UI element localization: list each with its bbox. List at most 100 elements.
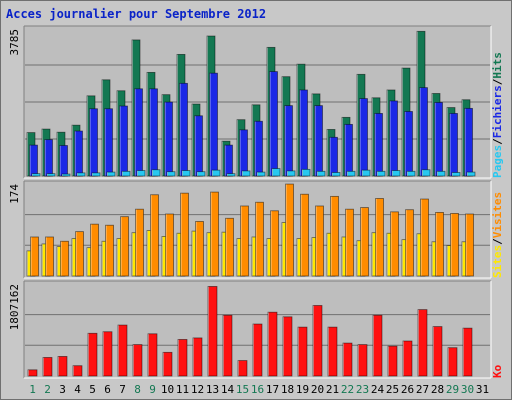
- bar-pages-10-fill: [167, 171, 175, 176]
- bar-kbytes-24-fill: [373, 315, 382, 376]
- bar-visits-1-edge: [30, 236, 39, 277]
- bar-visits-29-edge: [450, 213, 459, 277]
- bar-pages-13: [211, 169, 221, 177]
- bar-files-12: [194, 115, 203, 177]
- day-label-27: 27: [416, 383, 429, 396]
- bar-pages-10: [166, 171, 176, 177]
- legend-item-visits-sites-1: /: [491, 238, 504, 245]
- bar-files-7: [119, 105, 128, 177]
- bar-files-22-fill: [344, 124, 353, 176]
- bar-visits-19: [300, 193, 309, 277]
- bar-visits-6-edge: [105, 224, 114, 277]
- bar-visits-16: [255, 201, 264, 277]
- bar-visits-2: [45, 236, 54, 277]
- bar-visits-1: [30, 236, 39, 277]
- bar-visits-5: [90, 223, 99, 277]
- bar-visits-9: [150, 194, 159, 277]
- bar-kbytes-24-edge: [372, 314, 383, 377]
- bar-pages-28: [436, 170, 446, 177]
- ymax-label-kbytes: 1807162: [8, 284, 21, 330]
- bar-files-20-fill: [314, 105, 323, 176]
- bar-pages-15-edge: [241, 170, 251, 177]
- bar-kbytes-24: [372, 314, 383, 377]
- bar-kbytes-2-edge: [42, 357, 53, 377]
- bar-pages-18-edge: [286, 170, 296, 177]
- bar-visits-12-edge: [195, 221, 204, 277]
- bar-kbytes-26: [402, 340, 413, 377]
- day-label-28: 28: [431, 383, 444, 396]
- bar-files-21-fill: [329, 137, 338, 176]
- bar-pages-2: [46, 173, 56, 177]
- bar-kbytes-9-edge: [147, 333, 158, 377]
- bar-kbytes-29: [447, 347, 458, 377]
- bar-kbytes-26-fill: [403, 341, 412, 376]
- bar-files-20: [314, 105, 323, 177]
- legend-kbytes: Ko: [491, 364, 504, 378]
- day-label-13: 13: [206, 383, 219, 396]
- bar-files-3: [59, 145, 68, 177]
- bar-pages-16-fill: [257, 172, 265, 176]
- bar-kbytes-6: [102, 331, 113, 377]
- bar-kbytes-22-fill: [343, 343, 352, 376]
- day-label-19: 19: [296, 383, 309, 396]
- bar-visits-10-fill: [165, 214, 174, 276]
- bar-kbytes-15-fill: [238, 360, 247, 376]
- bar-files-6: [104, 108, 113, 177]
- bar-kbytes-14-edge: [222, 314, 233, 377]
- bar-kbytes-4-edge: [72, 365, 83, 377]
- bar-pages-1: [31, 173, 41, 177]
- bar-files-26-fill: [404, 111, 413, 176]
- day-label-17: 17: [266, 383, 279, 396]
- legend-item-hits-files-pages-4: Hits: [491, 52, 504, 79]
- bar-files-28-fill: [434, 102, 443, 176]
- bar-kbytes-27: [417, 309, 428, 377]
- bar-pages-14-fill: [227, 173, 235, 176]
- bar-visits-14-edge: [225, 217, 234, 277]
- bar-visits-14-fill: [225, 218, 234, 276]
- bar-kbytes-13: [207, 286, 218, 377]
- bar-kbytes-11-fill: [178, 339, 187, 376]
- bar-kbytes-20: [312, 305, 323, 377]
- bar-pages-15-fill: [242, 170, 250, 176]
- bar-kbytes-21-fill: [328, 327, 337, 376]
- bar-files-3-fill: [59, 145, 68, 176]
- bar-pages-1-edge: [31, 173, 41, 177]
- bar-visits-2-fill: [45, 236, 54, 276]
- bar-kbytes-27-edge: [417, 309, 428, 377]
- bar-files-4-fill: [74, 131, 83, 176]
- bar-pages-2-fill: [47, 173, 55, 176]
- bar-visits-21: [330, 195, 339, 277]
- day-label-18: 18: [281, 383, 294, 396]
- bar-visits-13: [210, 191, 219, 277]
- ymax-label-visits-sites: 174: [8, 184, 21, 204]
- bar-visits-28: [435, 211, 444, 277]
- bar-kbytes-18: [282, 316, 293, 377]
- bar-visits-12-fill: [195, 221, 204, 276]
- bar-files-19-fill: [299, 89, 308, 176]
- bar-visits-4-fill: [75, 231, 84, 276]
- bar-pages-29-edge: [451, 172, 461, 177]
- bar-pages-27-edge: [421, 169, 431, 177]
- bar-pages-29: [451, 172, 461, 177]
- bar-pages-13-fill: [212, 170, 220, 176]
- bar-kbytes-19-fill: [298, 327, 307, 376]
- bar-visits-25-edge: [390, 211, 399, 277]
- bar-files-9: [149, 88, 158, 177]
- bar-pages-19-edge: [301, 168, 311, 177]
- bar-pages-21: [331, 172, 341, 177]
- bar-kbytes-20-edge: [312, 305, 323, 377]
- bar-pages-22: [346, 170, 356, 177]
- bar-pages-25-fill: [392, 170, 400, 176]
- bar-pages-18: [286, 170, 296, 177]
- bar-kbytes-3: [57, 356, 68, 377]
- bar-files-29-fill: [449, 113, 458, 176]
- bar-kbytes-10-edge: [162, 351, 173, 377]
- bar-pages-12-edge: [196, 171, 206, 177]
- bar-visits-17: [270, 210, 279, 277]
- bar-pages-8: [136, 170, 146, 177]
- bar-visits-7-fill: [120, 216, 129, 276]
- bar-pages-26-edge: [406, 170, 416, 177]
- bar-files-14: [224, 144, 233, 177]
- bar-pages-14-edge: [226, 173, 236, 177]
